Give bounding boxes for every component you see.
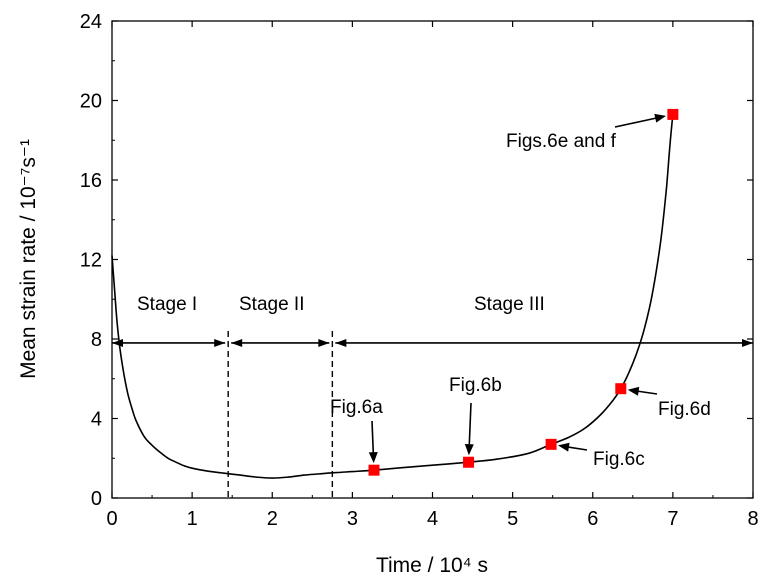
data-markers — [368, 108, 679, 476]
y-tick-label: 16 — [80, 170, 102, 192]
stage-dividers — [227, 331, 334, 498]
x-tick-label: 5 — [507, 508, 518, 530]
annotation-arrowhead — [464, 444, 474, 456]
x-axis-title: Time / 10⁴ s — [376, 554, 488, 577]
axis-ticks — [111, 20, 754, 499]
annotation-fig-6d: Fig.6d — [658, 399, 711, 420]
stage-arrows — [112, 338, 753, 347]
annotation-arrow-line — [371, 420, 375, 456]
x-tick-label: 6 — [587, 508, 598, 530]
x-tick-label: 8 — [747, 508, 758, 530]
data-marker — [667, 108, 679, 120]
stage-arrowhead — [214, 338, 226, 347]
y-tick-label: 20 — [80, 91, 102, 113]
x-tick-label: 3 — [347, 508, 358, 530]
stage-arrowhead — [231, 338, 243, 347]
annotation-arrow-line — [468, 402, 472, 448]
strain-rate-curve — [111, 114, 674, 479]
data-marker — [463, 456, 475, 468]
y-tick-label: 24 — [80, 11, 102, 33]
stage-arrowhead — [335, 338, 347, 347]
stage-arrowhead — [112, 338, 123, 347]
x-tick-label: 1 — [187, 508, 198, 530]
stage-label-1: Stage I — [137, 294, 197, 315]
annotation-arrow-line — [614, 116, 659, 128]
x-tick-label: 0 — [106, 508, 117, 530]
annotation-arrows — [368, 113, 667, 464]
y-axis-title: Mean strain rate / 10⁻⁷s⁻¹ — [17, 139, 40, 379]
stage-arrowhead — [318, 338, 330, 347]
x-tick-label: 4 — [427, 508, 438, 530]
data-marker — [615, 383, 627, 395]
plot-frame — [111, 20, 754, 499]
stage-arrowhead — [742, 338, 753, 347]
annotation-fig-6e-f: Figs.6e and f — [506, 131, 617, 152]
stage-label-2: Stage II — [239, 294, 305, 315]
stage-label-3: Stage III — [474, 294, 545, 315]
annotation-fig-6a: Fig.6a — [330, 397, 383, 418]
y-tick-label: 12 — [80, 250, 102, 272]
annotation-arrow-line — [635, 390, 658, 395]
annotation-arrowhead — [627, 386, 640, 396]
annotation-arrowhead — [557, 442, 570, 452]
data-marker — [545, 438, 557, 450]
y-tick-label: 4 — [91, 409, 102, 431]
annotation-arrowhead — [368, 452, 378, 464]
x-tick-label: 7 — [667, 508, 678, 530]
y-tick-label: 0 — [91, 488, 102, 510]
annotation-arrow-line — [565, 445, 588, 451]
y-tick-label: 8 — [91, 329, 102, 351]
annotation-fig-6b: Fig.6b — [449, 375, 502, 396]
x-tick-label: 2 — [267, 508, 278, 530]
data-marker — [368, 464, 380, 476]
annotation-arrowhead — [654, 113, 667, 123]
annotation-fig-6c: Fig.6c — [593, 449, 645, 470]
